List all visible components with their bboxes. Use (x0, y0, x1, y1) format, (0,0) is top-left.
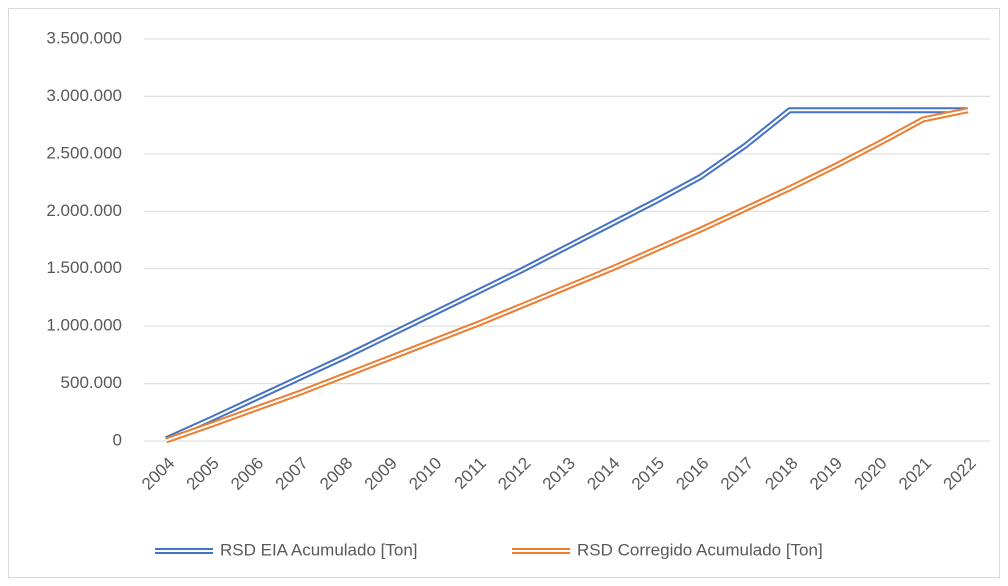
chart-border (8, 8, 1000, 578)
y-tick-label: 3.500.000 (46, 28, 122, 47)
y-tick-label: 2.500.000 (46, 143, 122, 162)
y-tick-label: 500.000 (61, 373, 122, 392)
legend-label: RSD EIA Acumulado [Ton] (220, 540, 418, 559)
series-line-inner (165, 109, 968, 441)
y-tick-label: 0 (113, 430, 122, 449)
legend-label: RSD Corregido Acumulado [Ton] (577, 540, 823, 559)
y-tick-label: 2.000.000 (46, 201, 122, 220)
series-line-inner (165, 109, 968, 442)
y-tick-label: 1.000.000 (46, 316, 122, 335)
y-tick-label: 1.500.000 (46, 258, 122, 277)
y-tick-label: 3.000.000 (46, 86, 122, 105)
